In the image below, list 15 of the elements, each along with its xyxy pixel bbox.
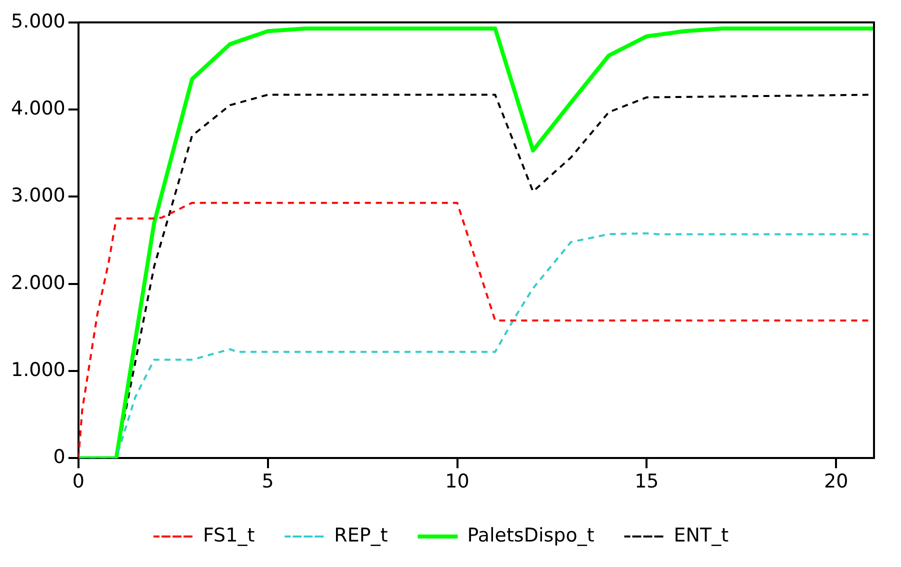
y-tick-label: 5.000 <box>10 10 66 32</box>
x-tick-label: 10 <box>445 470 470 493</box>
y-tick-label: 2.000 <box>10 272 66 294</box>
y-tick-label: 0 <box>53 446 66 468</box>
legend-label: FS1_t <box>202 524 255 546</box>
x-tick-label: 20 <box>824 470 848 493</box>
x-tick-label: 5 <box>262 470 274 493</box>
legend-label: REP_t <box>334 524 388 546</box>
x-tick-label: 0 <box>72 470 84 493</box>
y-tick-label: 3.000 <box>10 184 66 207</box>
y-tick-label: 4.000 <box>10 97 66 120</box>
legend-label: PaletsDispo_t <box>467 524 594 546</box>
x-tick-label: 15 <box>634 470 659 493</box>
legend-label: ENT_t <box>674 524 729 546</box>
y-tick-label: 1.000 <box>10 358 66 381</box>
